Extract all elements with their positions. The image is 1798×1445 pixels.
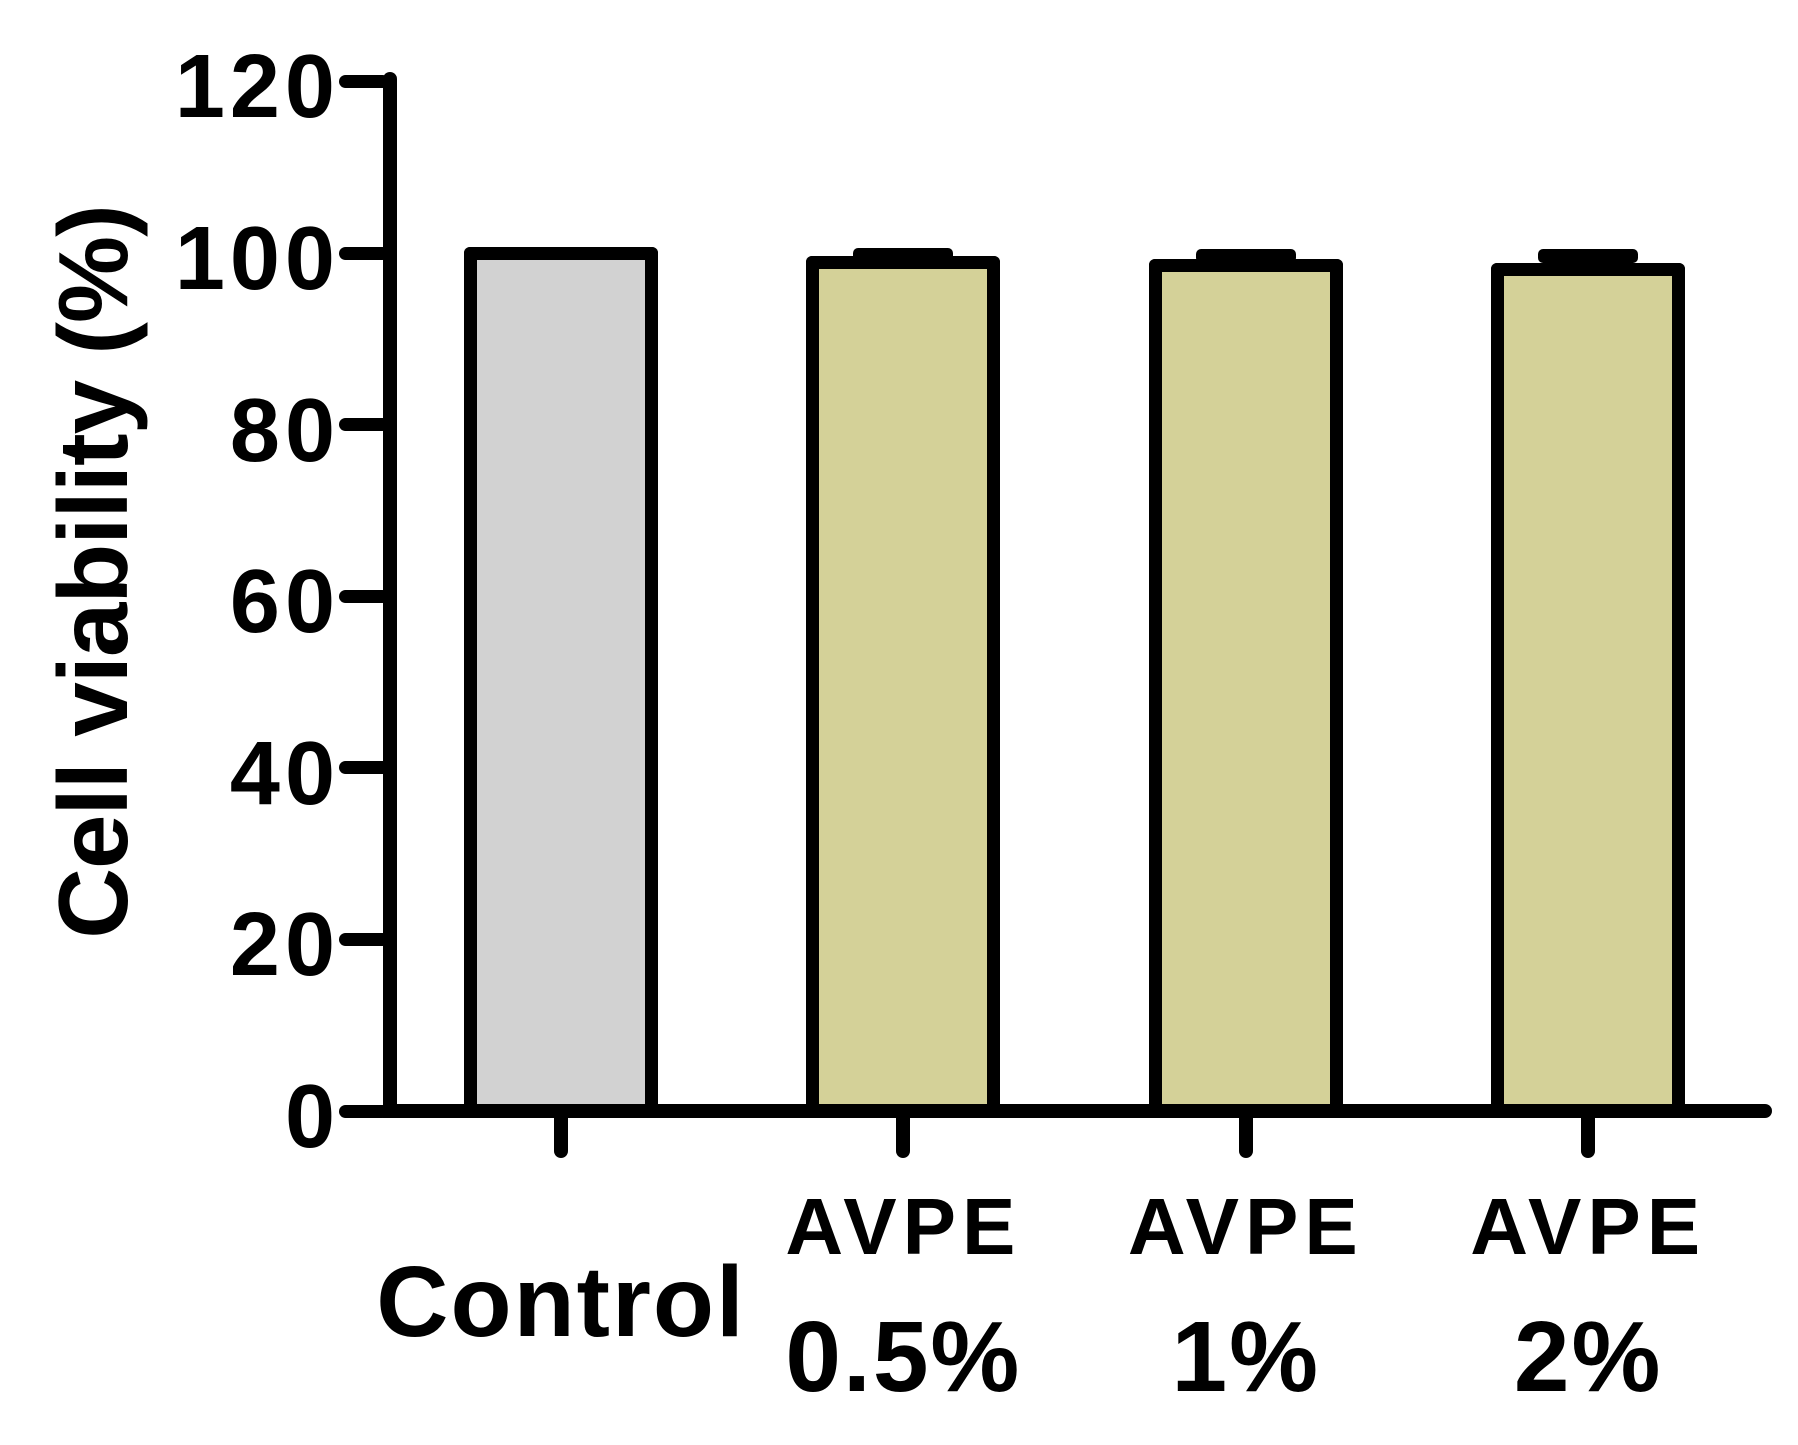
y-tick-60: [339, 589, 389, 603]
bar-1: [806, 255, 1001, 1104]
x-category-label-line: 2%: [1513, 1301, 1663, 1413]
x-tick-0: [554, 1116, 568, 1158]
y-tick-100: [339, 246, 389, 260]
y-tick-40: [339, 761, 389, 775]
bar-3: [1491, 262, 1686, 1104]
error-bar-cap-2: [1195, 248, 1296, 263]
y-tick-label-60: 60: [229, 552, 340, 653]
y-tick-label-40: 40: [229, 723, 340, 824]
x-tick-1: [896, 1116, 911, 1158]
x-category-label-line: Control: [376, 1246, 746, 1358]
x-tick-2: [1238, 1116, 1253, 1158]
error-bar-cap-3: [1538, 249, 1639, 264]
x-category-label-line: AVPE: [1470, 1182, 1707, 1271]
x-category-label-line: 0.5%: [785, 1301, 1022, 1413]
x-axis-line: [383, 1104, 1772, 1118]
x-category-label-line: AVPE: [785, 1182, 1022, 1271]
x-tick-3: [1581, 1116, 1596, 1158]
y-tick-label-120: 120: [174, 37, 340, 138]
x-category-label-line: AVPE: [1127, 1182, 1364, 1271]
y-tick-label-20: 20: [229, 895, 340, 996]
x-category-label-line: 1%: [1171, 1301, 1321, 1413]
y-tick-label-0: 0: [284, 1067, 340, 1167]
y-tick-label-100: 100: [174, 209, 340, 309]
y-tick-label-80: 80: [229, 380, 340, 481]
bar-0: [464, 246, 658, 1104]
y-tick-120: [339, 74, 389, 88]
error-bar-cap-1: [853, 247, 954, 262]
y-tick-20: [339, 932, 389, 946]
y-tick-0: [339, 1104, 389, 1118]
bar-2: [1148, 259, 1343, 1104]
y-tick-80: [339, 418, 389, 432]
y-axis-line: [383, 72, 397, 1118]
